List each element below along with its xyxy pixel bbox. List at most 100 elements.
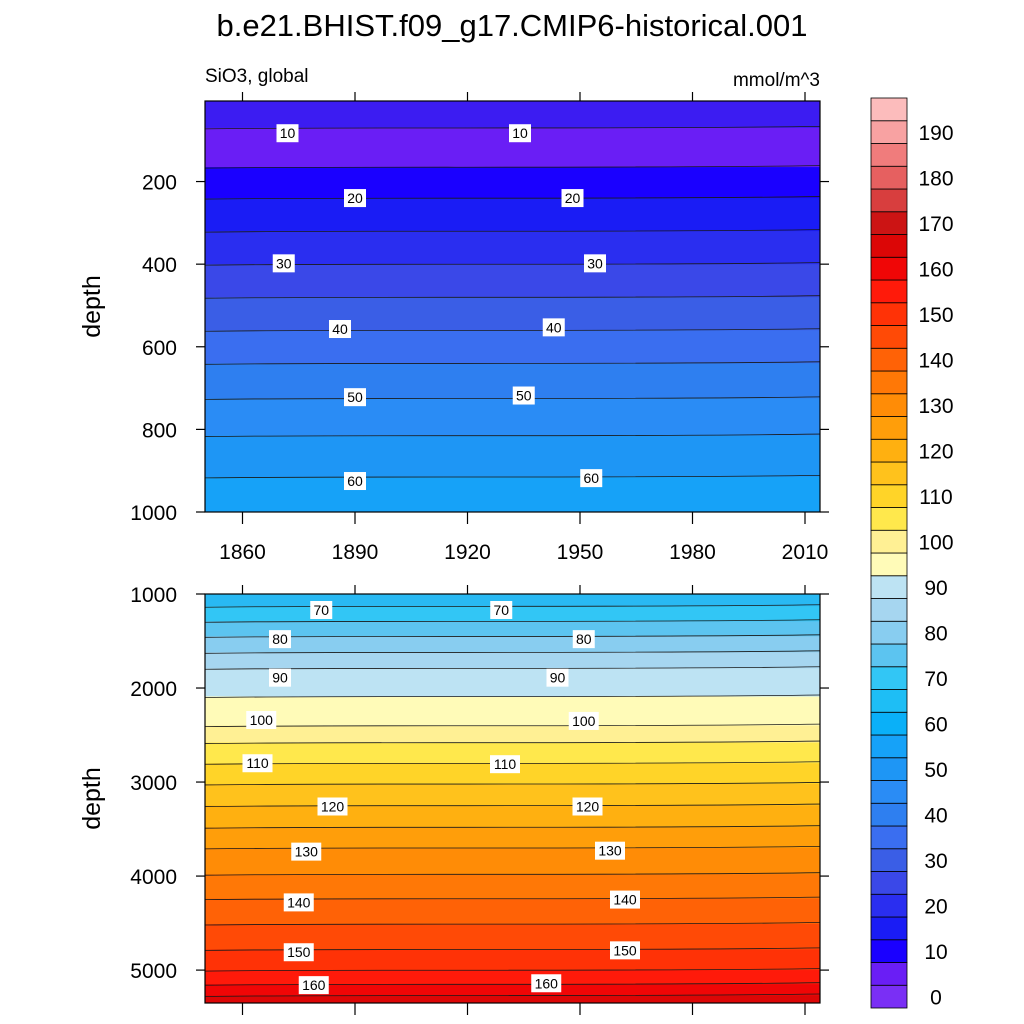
colorbar-swatch (870, 666, 908, 690)
contour-line (204, 993, 821, 997)
contour-line (204, 782, 821, 786)
contour-band (205, 167, 820, 199)
contour-label-bg (531, 974, 562, 993)
contour-label: 160 (535, 975, 559, 991)
contour-label: 80 (272, 631, 288, 647)
colorbar-swatch (870, 734, 908, 759)
colorbar-swatch (870, 916, 908, 941)
contour-band (205, 363, 820, 399)
contour-label-bg (561, 189, 584, 208)
colorbar-swatch (870, 393, 908, 417)
x-tick-label: 1890 (332, 541, 379, 564)
contour-line (204, 196, 821, 200)
x-tick-label: 1920 (444, 541, 491, 564)
contour-label-bg (317, 797, 348, 816)
colorbar-tick-label: 10 (924, 941, 947, 964)
colorbar-tick-label: 190 (918, 122, 953, 145)
contour-band (205, 231, 820, 265)
contour-band (205, 949, 820, 971)
contour-band (205, 621, 820, 637)
colorbar-tick-label: 110 (919, 486, 952, 509)
y-axis-title: depth (78, 275, 106, 338)
contour-line (204, 396, 821, 400)
colorbar-swatch (870, 188, 908, 213)
colorbar-swatch (870, 939, 908, 963)
contour-label: 120 (321, 798, 345, 814)
contour-label-bg (490, 755, 520, 774)
contour-label-bg (568, 711, 599, 730)
colorbar-swatch (870, 552, 908, 577)
contour-band (205, 783, 820, 807)
contour-label: 150 (613, 942, 637, 958)
colorbar-swatch (870, 484, 908, 508)
contour-band (205, 652, 820, 669)
contour-label-bg (344, 189, 366, 208)
y-tick-label: 800 (142, 419, 177, 442)
contour-band (205, 264, 820, 298)
colorbar-swatch (870, 302, 908, 326)
colorbar-swatch (870, 279, 908, 304)
contour-label-bg (276, 124, 299, 143)
contour-label-bg (546, 668, 569, 687)
contour-line (204, 619, 821, 623)
contour-band (205, 398, 820, 437)
contour-line (204, 604, 821, 608)
y-tick-label: 4000 (130, 866, 177, 889)
colorbar-tick-label: 160 (918, 259, 953, 282)
colorbar-swatch (870, 234, 908, 258)
contour-band (205, 594, 820, 607)
contour-line (204, 982, 821, 986)
contour-label: 70 (313, 602, 329, 618)
colorbar-swatch (870, 893, 908, 918)
contour-label: 130 (295, 844, 319, 860)
colorbar-swatch (870, 984, 908, 1009)
contour-label: 30 (276, 255, 292, 271)
contour-band (205, 725, 820, 744)
contour-band (205, 606, 820, 622)
contour-band (205, 763, 820, 785)
contour-label-bg (246, 710, 277, 729)
x-tick-label: 1950 (557, 541, 604, 564)
colorbar-swatch (870, 529, 908, 554)
contour-line (204, 803, 821, 807)
colorbar-swatch (870, 598, 908, 622)
contour-line (204, 740, 821, 744)
y-tick-label: 5000 (130, 960, 177, 983)
contour-band (205, 827, 820, 849)
colorbar-tick-label: 40 (924, 805, 947, 828)
colorbar-swatch (870, 620, 908, 645)
colorbar-swatch (870, 211, 908, 235)
colorbar-tick-label: 120 (918, 441, 953, 464)
plot-frame (204, 100, 821, 513)
contour-label: 50 (516, 388, 532, 404)
contour-line (204, 896, 821, 901)
contour-label: 140 (287, 894, 311, 910)
contour-label: 120 (576, 798, 600, 814)
contour-label: 80 (576, 631, 592, 647)
colorbar-swatch (870, 370, 908, 395)
contour-line (204, 825, 821, 829)
colorbar: 0 10 20 30 40 50 60 70 80 90 100 110 120 130 140 150 160… (870, 97, 954, 1010)
contour-band (205, 668, 820, 697)
contour-line (204, 968, 821, 972)
colorbar-swatch (870, 165, 908, 190)
x-tick-label: 1980 (669, 541, 716, 564)
contour-line (204, 845, 821, 850)
colorbar-tick-label: 70 (924, 668, 947, 691)
y-axis-title: depth (78, 767, 106, 830)
contour-label-bg (242, 754, 273, 773)
colorbar-swatch (870, 825, 908, 850)
colorbar-swatch (870, 802, 908, 827)
contour-label: 110 (246, 755, 269, 771)
y-tick-label: 2000 (130, 678, 177, 701)
contour-label: 160 (302, 977, 326, 993)
y-tick-label: 200 (142, 172, 177, 195)
plot-frame (204, 593, 821, 1004)
y-tick-label: 3000 (130, 772, 177, 795)
x-tick-label: 2010 (782, 541, 829, 564)
panel-subtitle-left: SiO3, global (205, 66, 309, 87)
colorbar-tick-label: 180 (918, 168, 953, 191)
contour-line (204, 650, 821, 654)
contour-line (204, 947, 821, 951)
contour-label: 100 (250, 712, 274, 728)
